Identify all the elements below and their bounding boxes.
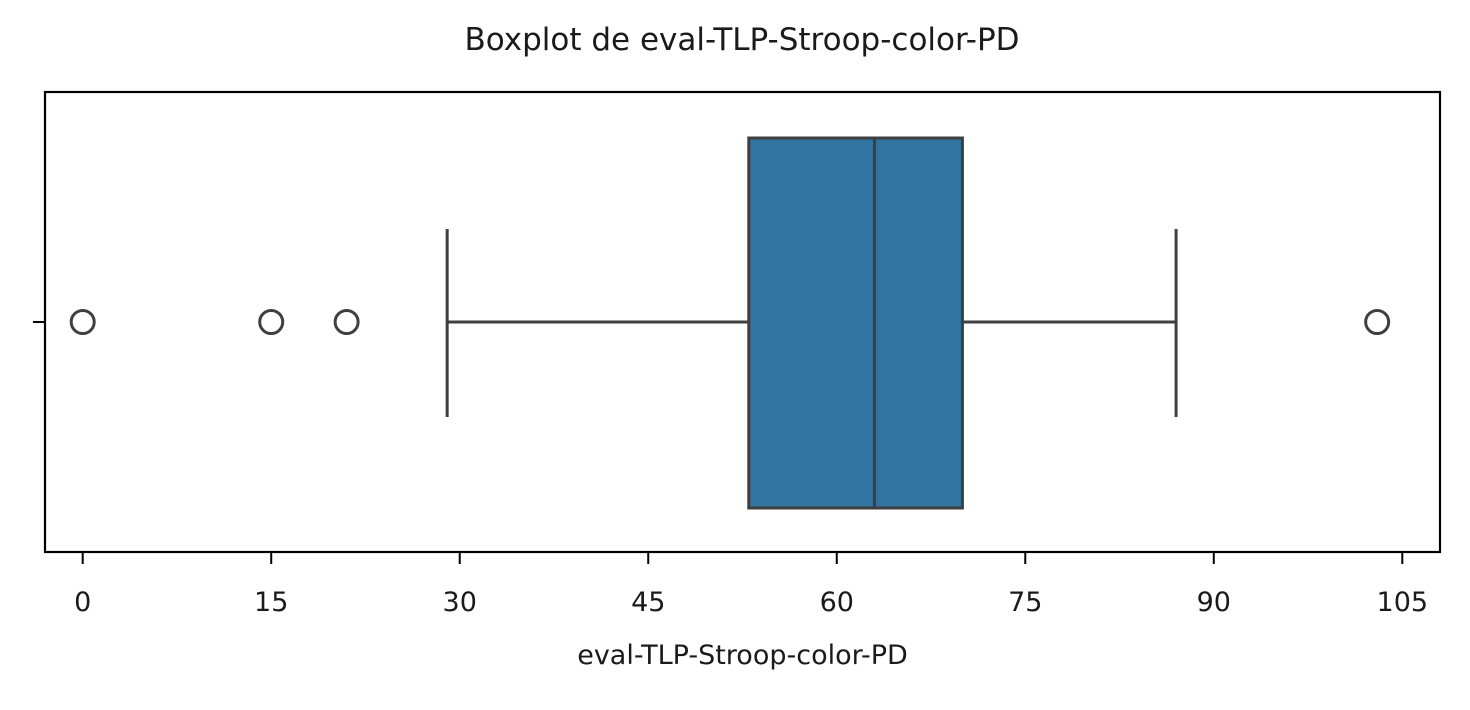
x-tick-label: 105 (1377, 587, 1429, 618)
x-tick-label: 30 (443, 587, 477, 618)
x-tick-label: 90 (1197, 587, 1231, 618)
x-tick-label: 15 (254, 587, 288, 618)
iqr-box (747, 136, 964, 510)
chart-title: Boxplot de eval-TLP-Stroop-color-PD (464, 22, 1020, 58)
outlier-point (258, 309, 285, 335)
x-tick-label: 60 (820, 587, 854, 618)
outlier-point (1364, 309, 1391, 335)
x-tick-label: 0 (74, 587, 91, 618)
outlier-point (69, 309, 96, 335)
x-tick-label: 45 (631, 587, 665, 618)
x-tick-label: 75 (1008, 587, 1042, 618)
x-axis-label: eval-TLP-Stroop-color-PD (577, 640, 908, 671)
outlier-point (333, 309, 360, 335)
